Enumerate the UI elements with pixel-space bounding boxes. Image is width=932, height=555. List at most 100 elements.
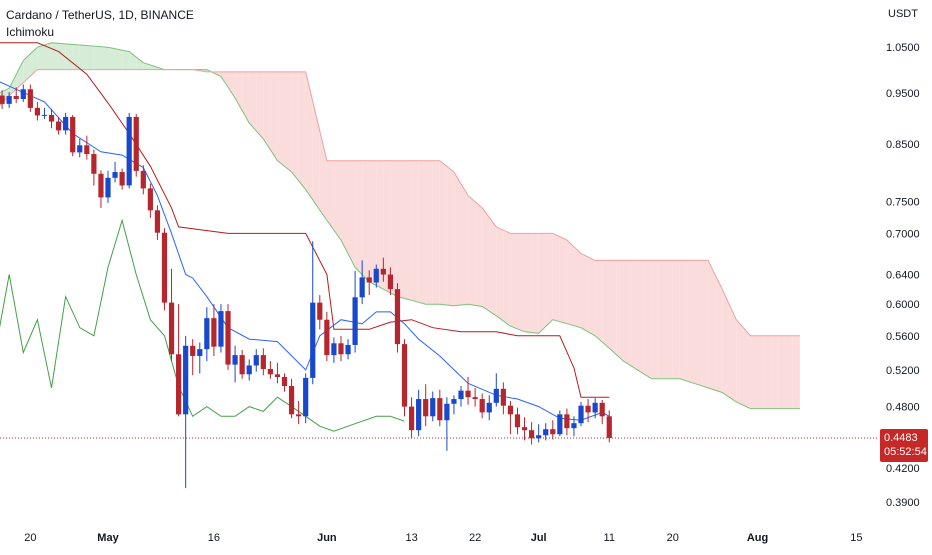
cloud-segment	[651, 260, 659, 379]
candle[interactable]	[119, 168, 125, 190]
candle[interactable]	[303, 373, 309, 424]
candle[interactable]	[48, 108, 55, 129]
candle[interactable]	[41, 107, 48, 119]
candle[interactable]	[599, 399, 605, 425]
candle[interactable]	[20, 84, 26, 102]
candle[interactable]	[578, 401, 584, 427]
candle[interactable]	[310, 241, 316, 385]
candle[interactable]	[437, 389, 443, 427]
candle[interactable]	[218, 304, 224, 353]
candle[interactable]	[536, 424, 542, 443]
candle[interactable]	[239, 350, 245, 379]
candle[interactable]	[168, 268, 175, 362]
candle[interactable]	[91, 149, 97, 186]
candle[interactable]	[197, 342, 203, 374]
candle[interactable]	[521, 417, 528, 441]
candle[interactable]	[176, 304, 182, 417]
cloud-segment	[72, 44, 80, 70]
candle[interactable]	[70, 114, 76, 157]
cloud-segment	[792, 335, 800, 409]
candle[interactable]	[147, 183, 153, 218]
candle[interactable]	[465, 376, 471, 405]
candle[interactable]	[98, 170, 104, 208]
candle[interactable]	[296, 400, 302, 425]
candle[interactable]	[211, 304, 217, 356]
candle[interactable]	[451, 395, 457, 415]
candle[interactable]	[493, 373, 499, 407]
candle[interactable]	[550, 420, 556, 440]
candle[interactable]	[338, 335, 344, 362]
candle[interactable]	[359, 260, 365, 305]
candle[interactable]	[126, 112, 132, 189]
candle[interactable]	[479, 393, 485, 419]
candle[interactable]	[281, 373, 288, 392]
candle[interactable]	[246, 359, 252, 381]
cloud-segment	[461, 183, 469, 305]
candle[interactable]	[6, 92, 12, 108]
candle[interactable]	[401, 339, 408, 417]
candle[interactable]	[133, 113, 139, 177]
candle[interactable]	[486, 395, 492, 421]
candle[interactable]	[267, 361, 273, 379]
candle-body	[112, 172, 118, 178]
candle[interactable]	[430, 391, 436, 422]
candle[interactable]	[13, 87, 19, 103]
candle[interactable]	[317, 295, 323, 330]
candle[interactable]	[324, 311, 330, 362]
candle[interactable]	[183, 335, 189, 489]
candle[interactable]	[514, 407, 521, 435]
candle[interactable]	[366, 270, 372, 296]
candle[interactable]	[408, 397, 415, 439]
candle[interactable]	[543, 423, 549, 441]
candle[interactable]	[571, 416, 577, 437]
candle[interactable]	[288, 378, 295, 419]
candle[interactable]	[352, 270, 358, 353]
candle[interactable]	[161, 228, 168, 311]
cloud-segment	[538, 233, 546, 334]
candle[interactable]	[529, 422, 535, 445]
candle[interactable]	[232, 345, 238, 383]
candle[interactable]	[423, 384, 429, 427]
candle-body	[126, 116, 132, 186]
candle[interactable]	[27, 84, 33, 112]
candle[interactable]	[557, 410, 563, 437]
candle[interactable]	[472, 387, 478, 407]
symbol-title[interactable]: Cardano / TetherUS, 1D, BINANCE	[6, 8, 194, 22]
candle[interactable]	[34, 101, 40, 121]
candle[interactable]	[112, 161, 118, 183]
candle[interactable]	[55, 116, 62, 135]
candle[interactable]	[260, 348, 266, 376]
candle[interactable]	[77, 138, 83, 158]
candle[interactable]	[380, 257, 386, 282]
candle[interactable]	[458, 386, 464, 407]
indicator-label[interactable]: Ichimoku	[6, 25, 55, 39]
candle[interactable]	[331, 337, 337, 363]
candle[interactable]	[500, 382, 506, 415]
candle[interactable]	[0, 90, 5, 109]
candle[interactable]	[507, 400, 514, 435]
candle[interactable]	[105, 170, 111, 203]
candle[interactable]	[154, 205, 161, 240]
candle[interactable]	[585, 399, 591, 423]
candle[interactable]	[564, 408, 570, 436]
candle[interactable]	[140, 165, 146, 195]
candle[interactable]	[63, 112, 69, 135]
candle[interactable]	[606, 410, 612, 443]
cloud-segment	[411, 160, 419, 303]
candle[interactable]	[190, 339, 196, 376]
candle[interactable]	[373, 264, 379, 288]
candle[interactable]	[416, 389, 422, 437]
candle[interactable]	[394, 283, 401, 353]
candle[interactable]	[225, 304, 231, 370]
candle[interactable]	[84, 135, 90, 160]
candle[interactable]	[345, 339, 351, 360]
candle[interactable]	[387, 267, 393, 296]
candle[interactable]	[274, 362, 281, 384]
candle[interactable]	[253, 349, 259, 372]
candle[interactable]	[592, 398, 598, 419]
cloud-segment	[397, 160, 405, 299]
candle[interactable]	[204, 307, 210, 362]
candle[interactable]	[444, 397, 450, 451]
